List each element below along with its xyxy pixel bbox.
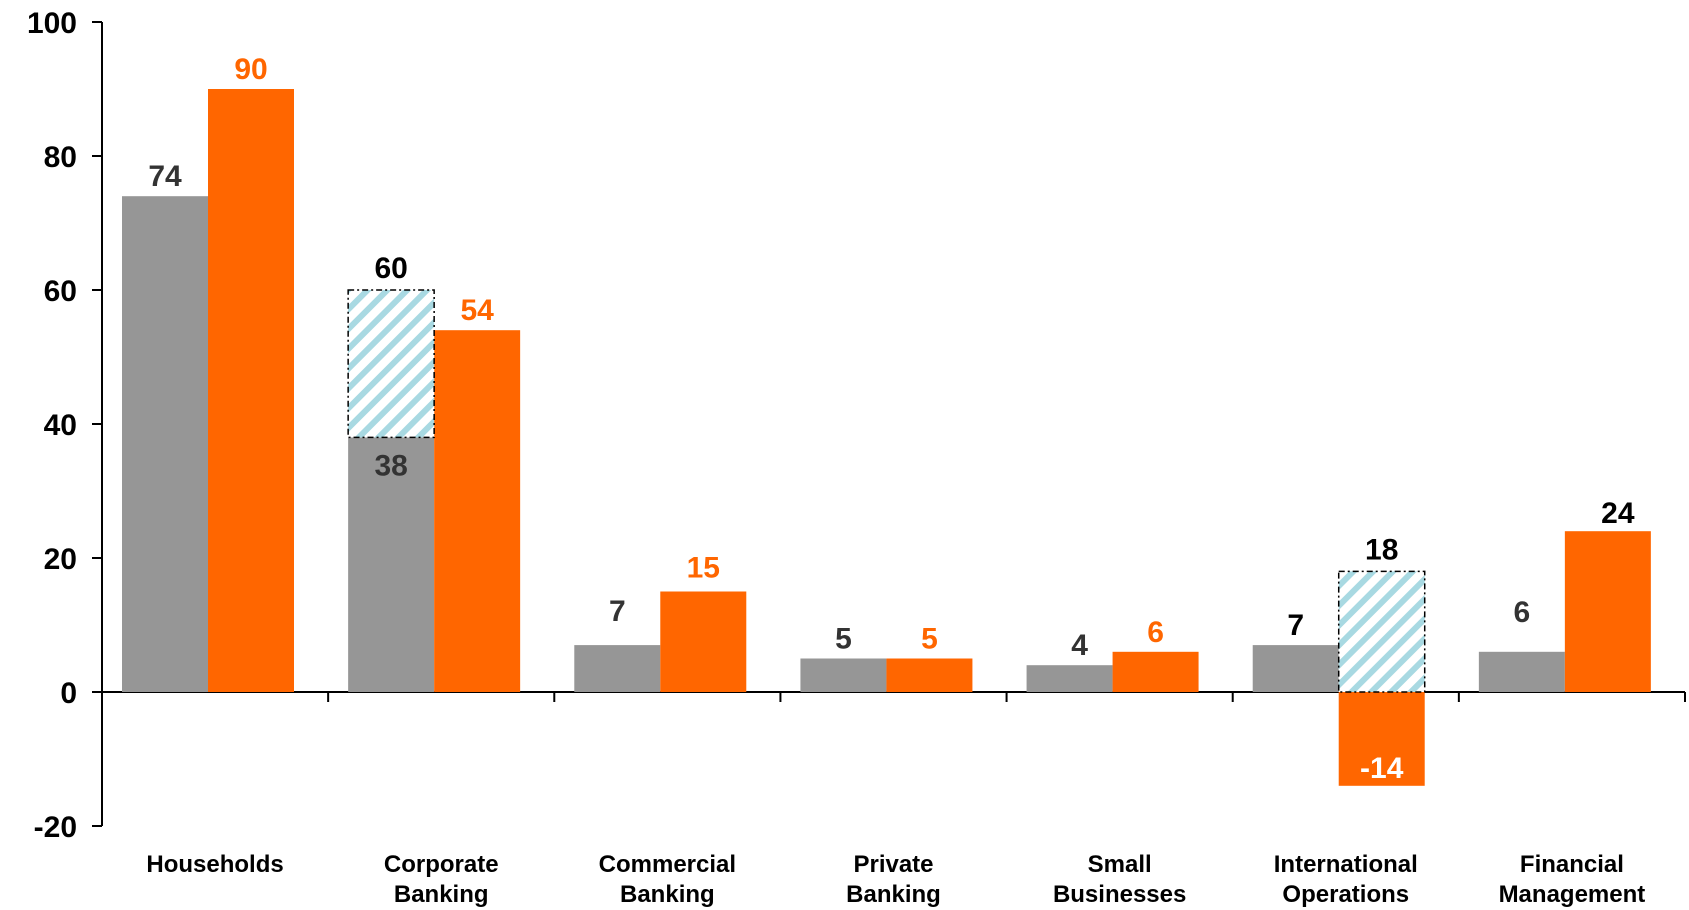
value-label-series-1: 38 — [374, 449, 407, 482]
value-label-series-1: 7 — [609, 595, 626, 628]
bar-series-2 — [1564, 531, 1651, 692]
category-label: Households — [146, 851, 283, 878]
bar-series-2 — [434, 330, 521, 692]
category-label: Operations — [1282, 881, 1409, 908]
category-label: Financial — [1520, 851, 1624, 878]
bar-series-2 — [1338, 692, 1425, 786]
value-label-series-1: 74 — [148, 160, 182, 193]
category-label: Banking — [620, 881, 715, 908]
y-tick-label: 100 — [27, 7, 77, 40]
value-label-series-1: 7 — [1287, 609, 1304, 642]
y-tick-label: -20 — [34, 811, 77, 844]
category-label: Banking — [846, 881, 941, 908]
value-label-series-1: 5 — [835, 623, 852, 656]
bar-series-2 — [1112, 651, 1199, 692]
adjusted-segment — [1337, 570, 1426, 693]
category-label: Banking — [394, 881, 489, 908]
bar-series-1 — [574, 645, 661, 692]
value-label-series-2: 24 — [1601, 497, 1635, 530]
value-label-series-2: 6 — [1147, 616, 1164, 649]
category-label: Private — [853, 851, 933, 878]
value-label-series-1: 6 — [1514, 596, 1531, 629]
bar-series-1 — [122, 196, 208, 692]
plot-area: -20 0 20 40 60 80 100 Households Corporate Bankin… — [27, 7, 1686, 908]
bar-series-2 — [660, 591, 747, 692]
value-label-series-2: -14 — [1360, 752, 1404, 785]
y-tick-label: 0 — [60, 677, 77, 710]
category-label: Businesses — [1053, 881, 1186, 908]
bar-series-1 — [800, 658, 887, 692]
y-tick-label: 20 — [44, 543, 77, 576]
category-label: International — [1274, 851, 1418, 878]
category-label: Commercial — [599, 851, 736, 878]
bar-series-1 — [1252, 645, 1339, 692]
bar-series-1 — [1026, 665, 1113, 692]
y-tick-label: 80 — [44, 141, 77, 174]
bar-series-1 — [1478, 651, 1565, 692]
y-tick-label: 40 — [44, 409, 77, 442]
adjusted-value-label: 60 — [374, 252, 407, 285]
adjusted-segment — [347, 289, 435, 439]
category-label: Small — [1088, 851, 1152, 878]
category-label: Corporate — [384, 851, 499, 878]
category-label: Management — [1499, 881, 1646, 908]
value-label-series-2: 54 — [460, 294, 494, 327]
bar-series-2 — [886, 658, 973, 692]
value-label-series-2: 90 — [234, 53, 267, 86]
bar-series-1 — [348, 437, 435, 692]
value-label-series-2: 5 — [921, 623, 938, 656]
bar-series-2 — [208, 89, 294, 692]
adjusted-value-label: 18 — [1365, 533, 1398, 566]
value-label-series-2: 15 — [687, 552, 720, 585]
value-label-series-1: 4 — [1071, 629, 1088, 662]
y-tick-label: 60 — [44, 275, 77, 308]
